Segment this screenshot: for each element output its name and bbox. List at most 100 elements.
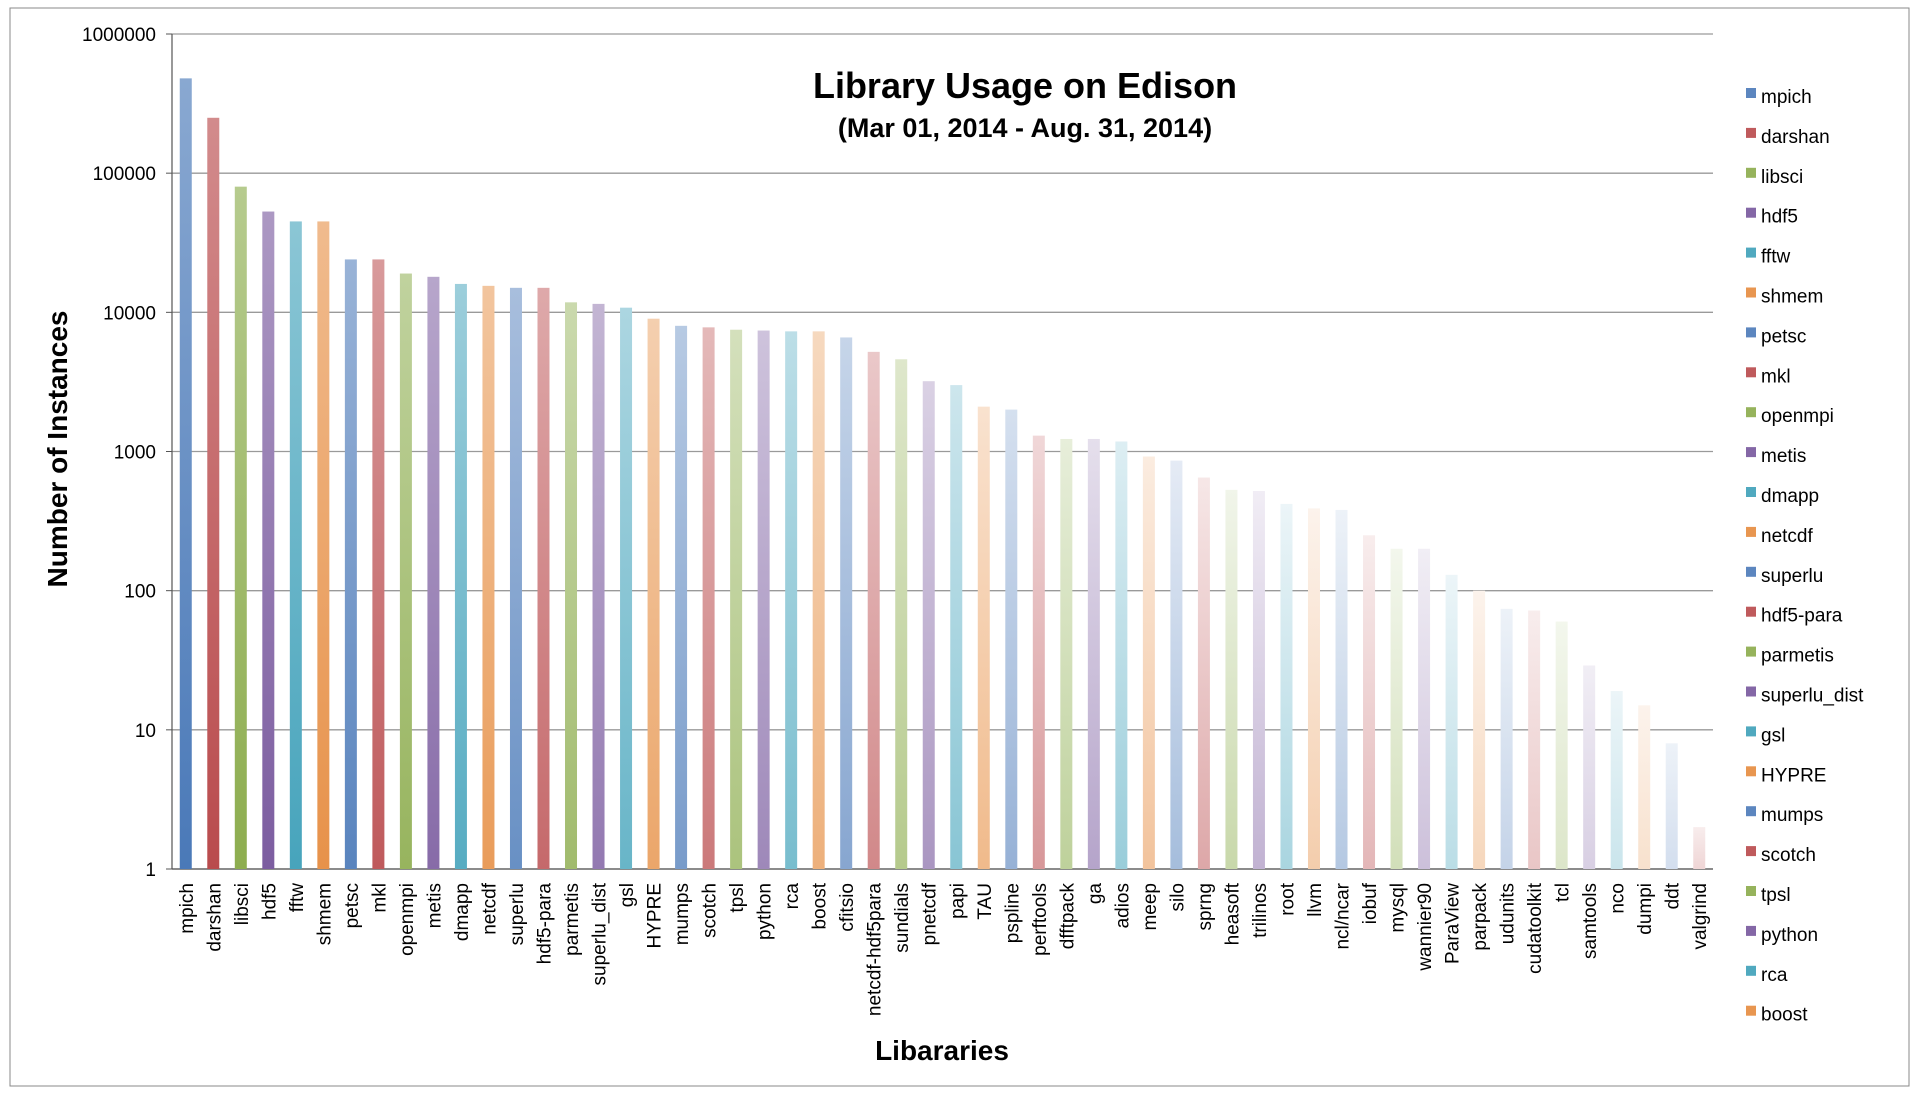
- x-tick-label-llvm: llvm: [1305, 883, 1326, 917]
- bar-mkl: [372, 259, 385, 869]
- bar-netcdf-hdf5para: [867, 351, 880, 869]
- bar-openmpi: [399, 273, 412, 869]
- x-tick-label-metis: metis: [424, 883, 445, 928]
- legend-swatch-mkl: [1746, 367, 1756, 378]
- x-tick-label-darshan: darshan: [204, 883, 225, 952]
- bar-tcl: [1555, 621, 1568, 869]
- legend-label-scotch: scotch: [1761, 845, 1816, 866]
- legend-swatch-petsc: [1746, 327, 1756, 338]
- bar-udunits: [1500, 608, 1513, 869]
- legend-swatch-hdf5-para: [1746, 606, 1756, 617]
- legend-label-darshan: darshan: [1761, 127, 1830, 148]
- bar-darshan: [207, 117, 220, 869]
- x-tick-label-tpsl: tpsl: [727, 883, 748, 913]
- bar-paraview: [1445, 574, 1458, 869]
- bar-pspline: [1005, 409, 1018, 869]
- legend-swatch-superlu-dist: [1746, 686, 1756, 697]
- x-tick-label-valgrind: valgrind: [1690, 883, 1711, 950]
- x-tick-label-ga: ga: [1085, 883, 1106, 905]
- x-tick-label-rca: rca: [782, 883, 803, 910]
- x-tick-label-hdf5: hdf5: [259, 883, 280, 920]
- bar-python: [757, 330, 770, 869]
- x-tick-label-gsl: gsl: [617, 883, 638, 907]
- bar-tpsl: [730, 329, 743, 869]
- bar-mumps: [675, 325, 688, 870]
- bar-mysql: [1390, 548, 1403, 869]
- legend-swatch-metis: [1746, 447, 1756, 458]
- bar-nco: [1610, 691, 1623, 869]
- x-tick-label-hdf5-para: hdf5-para: [534, 883, 555, 965]
- x-tick-label-netcdf: netcdf: [479, 882, 500, 934]
- bar-cudatoolkit: [1528, 610, 1541, 869]
- bar-heasoft: [1225, 489, 1238, 869]
- legend-label-gsl: gsl: [1761, 725, 1785, 746]
- legend-label-hdf5: hdf5: [1761, 207, 1798, 228]
- bar-boost: [812, 331, 825, 869]
- legend-swatch-mumps: [1746, 806, 1756, 817]
- x-tick-label-netcdf-hdf5para: netcdf-hdf5para: [865, 883, 886, 1017]
- x-tick-label-sprng: sprng: [1195, 883, 1216, 931]
- x-tick-label-mysql: mysql: [1388, 883, 1409, 933]
- legend-label-libsci: libsci: [1761, 167, 1803, 188]
- x-tick-label-boost: boost: [810, 882, 831, 929]
- x-tick-label-wannier90: wannier90: [1415, 883, 1436, 972]
- bar-metis: [427, 276, 440, 869]
- bar-hypre: [647, 318, 660, 869]
- x-axis-tick-labels: mpich darshan libsci hdf5 fftw shmem petsc mkl o…: [177, 882, 1711, 1016]
- legend: mpich darshan libsci hdf5 fftw shmem petsc mkl o…: [1746, 87, 1864, 1026]
- x-tick-label-ddt: ddt: [1663, 882, 1684, 909]
- x-tick-label-petsc: petsc: [342, 883, 363, 928]
- bar-hdf5-para: [537, 287, 550, 870]
- legend-swatch-libsci: [1746, 167, 1756, 178]
- bar-fftw: [289, 221, 302, 869]
- bar-perftools: [1032, 435, 1045, 869]
- x-tick-label-fftw: fftw: [287, 883, 308, 912]
- bar-root: [1280, 503, 1293, 869]
- bar-superlu: [509, 287, 522, 870]
- bar-parmetis: [565, 302, 578, 870]
- legend-label-netcdf: netcdf: [1761, 526, 1813, 547]
- x-tick-label-iobuf: iobuf: [1360, 882, 1381, 924]
- bar-papi: [950, 385, 963, 869]
- x-tick-label-superlu-dist: superlu_dist: [590, 882, 611, 985]
- bar-parpack: [1473, 590, 1486, 869]
- bar-netcdf: [482, 285, 495, 869]
- legend-swatch-hdf5: [1746, 207, 1756, 218]
- legend-swatch-fftw: [1746, 247, 1756, 258]
- bar-tau: [977, 406, 990, 869]
- x-tick-label-openmpi: openmpi: [397, 883, 418, 956]
- bar-shmem: [317, 221, 330, 869]
- x-tick-label-sundials: sundials: [892, 883, 913, 953]
- legend-swatch-parmetis: [1746, 646, 1756, 657]
- legend-swatch-dmapp: [1746, 487, 1756, 497]
- x-tick-label-udunits: udunits: [1498, 883, 1519, 944]
- bar-pnetcdf: [922, 381, 935, 869]
- legend-label-superlu-dist: superlu_dist: [1761, 686, 1864, 707]
- bar-iobuf: [1363, 535, 1376, 869]
- legend-label-boost: boost: [1761, 1005, 1808, 1026]
- x-tick-label-parmetis: parmetis: [562, 883, 583, 956]
- x-tick-label-superlu: superlu: [507, 883, 528, 945]
- x-tick-label-nco: nco: [1608, 883, 1629, 914]
- x-tick-label-trilinos: trilinos: [1250, 883, 1271, 938]
- bar-meep: [1142, 456, 1155, 869]
- bar-ga: [1087, 438, 1100, 869]
- x-tick-label-cudatoolkit: cudatoolkit: [1525, 882, 1546, 974]
- x-tick-label-mpich: mpich: [177, 883, 198, 934]
- legend-label-shmem: shmem: [1761, 287, 1823, 308]
- x-tick-label-silo: silo: [1167, 883, 1188, 912]
- legend-label-petsc: petsc: [1761, 326, 1806, 347]
- legend-label-tpsl: tpsl: [1761, 885, 1791, 906]
- legend-swatch-hypre: [1746, 766, 1756, 777]
- bar-dfftpack: [1060, 438, 1073, 869]
- y-tick-label-3: 1000: [114, 443, 156, 464]
- x-tick-label-samtools: samtools: [1580, 883, 1601, 959]
- y-tick-label-1: 10: [135, 721, 156, 742]
- legend-label-dmapp: dmapp: [1761, 486, 1819, 507]
- x-axis-title: Libararies: [875, 1035, 1009, 1066]
- legend-label-hdf5-para: hdf5-para: [1761, 606, 1843, 627]
- bar-petsc: [344, 259, 357, 869]
- bar-rca: [785, 331, 798, 869]
- x-tick-label-parpack: parpack: [1470, 883, 1491, 951]
- x-tick-label-paraview: ParaView: [1443, 883, 1464, 964]
